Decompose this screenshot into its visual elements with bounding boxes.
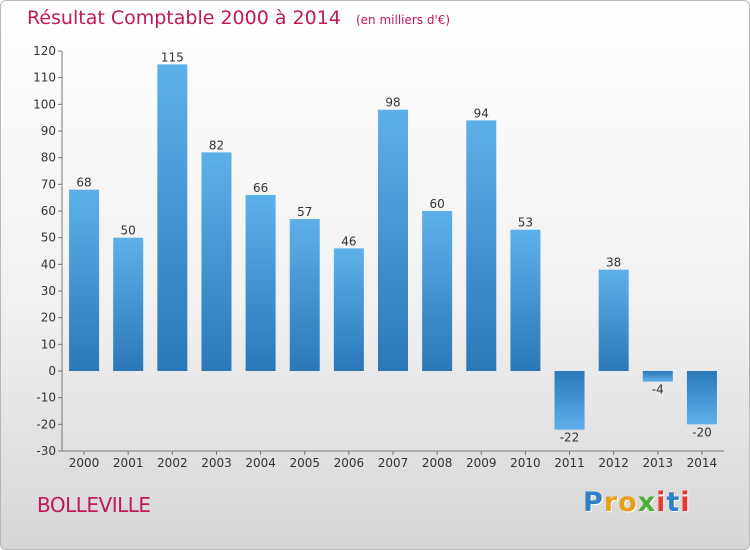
- commune-name: BOLLEVILLE: [37, 493, 151, 517]
- x-tick-label: 2010: [510, 456, 541, 470]
- y-tick-label: 70: [41, 177, 56, 191]
- bars-group: [69, 64, 717, 430]
- bar-2010: [510, 229, 541, 371]
- x-tick-label: 2014: [687, 456, 718, 470]
- value-labels: 68 50 115 82 66 57 46 98 60 94 53 -22 38 -4 -20: [76, 50, 711, 444]
- x-tick-label: 2001: [113, 456, 144, 470]
- x-tick-label: 2000: [69, 456, 100, 470]
- bar-2003: [201, 152, 232, 371]
- y-tick-label: 50: [41, 231, 56, 245]
- x-tick-label: 2012: [598, 456, 629, 470]
- logo-letter: i: [680, 487, 691, 518]
- x-tick-label: 2011: [554, 456, 585, 470]
- value-label-2009: 94: [474, 106, 489, 120]
- bar-2008: [422, 211, 453, 371]
- logo-letter: x: [637, 487, 657, 518]
- x-tick-label: 2009: [466, 456, 497, 470]
- logo-letter: i: [656, 487, 667, 518]
- value-label-2011: -22: [560, 431, 580, 445]
- bar-2013: [642, 371, 673, 382]
- x-tick-label: 2006: [334, 456, 365, 470]
- bar-2005: [289, 219, 320, 371]
- y-tick-label: 60: [41, 204, 56, 218]
- x-tick-label: 2008: [422, 456, 453, 470]
- y-tick-label: 100: [33, 97, 56, 111]
- bar-2002: [157, 64, 188, 372]
- bar-2011: [554, 371, 585, 430]
- axes: -30 -20 -10 0 10 20 30 40 50 60 70 80 90 100 110 120 200…: [33, 44, 724, 470]
- value-label-2006: 46: [341, 234, 356, 248]
- x-tick-label: 2013: [643, 456, 674, 470]
- x-tick-label: 2003: [201, 456, 232, 470]
- value-label-2002: 115: [161, 50, 184, 64]
- bar-2009: [466, 120, 497, 371]
- bar-2000: [69, 189, 100, 371]
- logo-letter: P: [583, 487, 604, 518]
- x-tick-label: 2007: [378, 456, 409, 470]
- y-tick-label: -20: [36, 417, 56, 431]
- value-label-2003: 82: [209, 138, 224, 152]
- value-label-2010: 53: [518, 216, 533, 230]
- proxiti-logo: Proxiti: [583, 487, 691, 518]
- y-tick-label: 0: [48, 364, 56, 378]
- y-tick-label: -10: [36, 391, 56, 405]
- title-row: Résultat Comptable 2000 à 2014 (en milli…: [27, 7, 450, 29]
- value-label-2004: 66: [253, 181, 268, 195]
- value-label-2000: 68: [76, 176, 91, 190]
- bar-2014: [686, 371, 717, 425]
- y-tick-label: 120: [33, 44, 56, 58]
- y-tick-label: 30: [41, 284, 56, 298]
- bar-2004: [245, 195, 276, 371]
- bar-2007: [378, 109, 408, 372]
- logo-letter: t: [666, 487, 681, 518]
- value-label-2007: 98: [385, 96, 400, 110]
- bar-2001: [113, 237, 144, 371]
- x-tick-label: 2004: [245, 456, 276, 470]
- y-tick-label: 110: [33, 71, 56, 85]
- value-label-2001: 50: [121, 224, 136, 238]
- x-tick-label: 2005: [289, 456, 320, 470]
- value-label-2012: 38: [606, 256, 621, 270]
- bar-2006: [333, 248, 364, 371]
- logo-letter: r: [603, 487, 619, 518]
- chart-subtitle: (en milliers d'€): [355, 13, 451, 27]
- y-tick-label: 90: [41, 124, 56, 138]
- y-tick-label: 80: [41, 151, 56, 165]
- x-tick-label: 2002: [157, 456, 188, 470]
- y-tick-label: 40: [41, 257, 56, 271]
- y-tick-label: 20: [41, 311, 56, 325]
- logo-letter: o: [618, 487, 638, 518]
- value-label-2014: -20: [692, 425, 712, 439]
- bar-2012: [598, 269, 629, 371]
- value-label-2008: 60: [429, 197, 444, 211]
- value-label-2005: 57: [297, 205, 312, 219]
- value-label-2013: -4: [652, 383, 664, 397]
- y-tick-label: -30: [36, 444, 56, 458]
- chart-title: Résultat Comptable 2000 à 2014: [27, 7, 341, 29]
- y-tick-label: 10: [41, 337, 56, 351]
